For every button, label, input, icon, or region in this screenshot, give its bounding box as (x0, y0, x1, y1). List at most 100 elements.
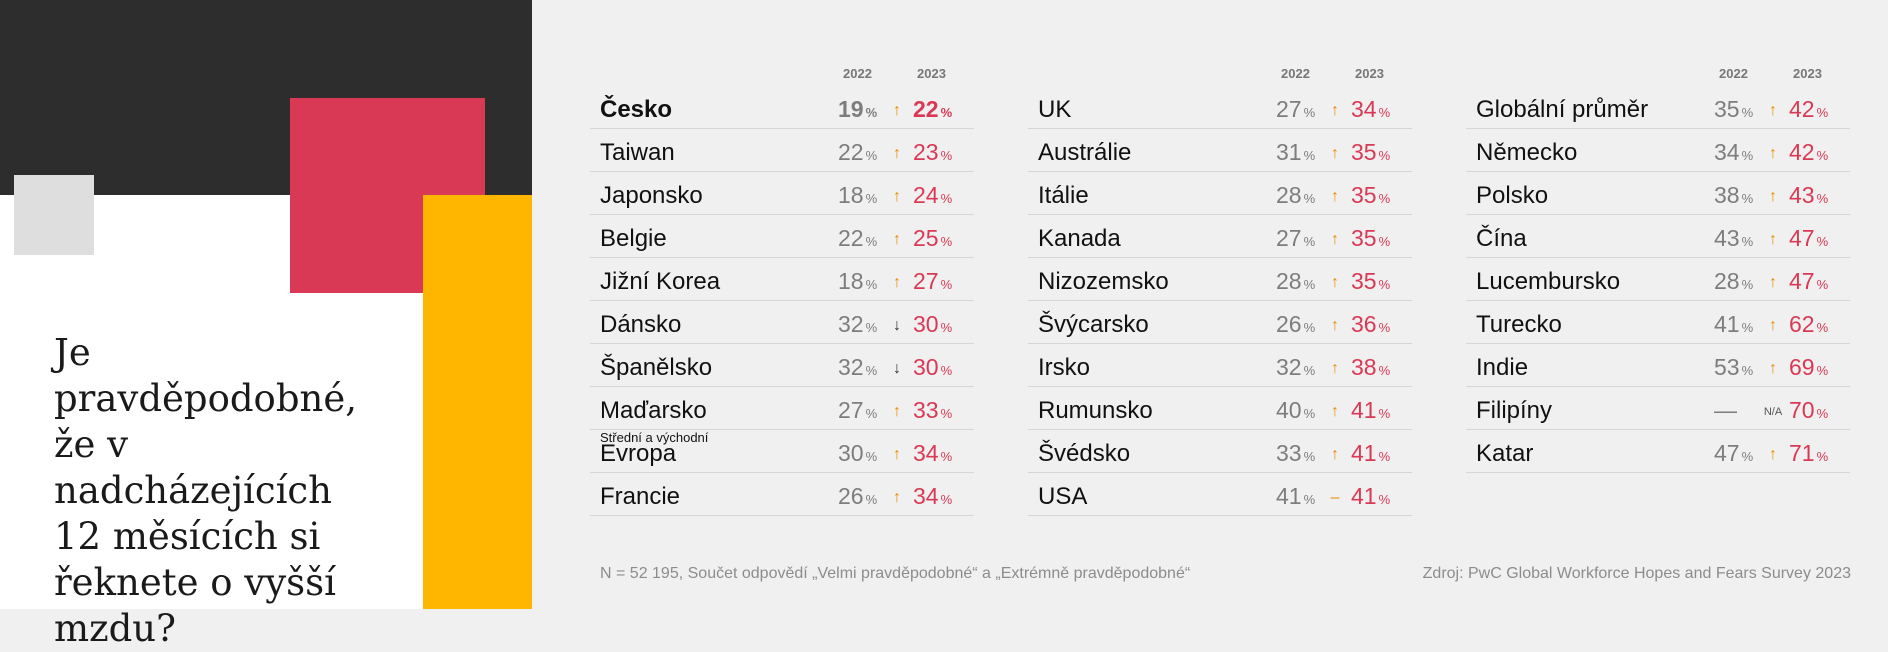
value-2022-number: 31 (1276, 139, 1302, 165)
value-2023: 35% (1351, 139, 1390, 166)
trend-icon: ↑ (893, 102, 901, 119)
value-2022: 19% (838, 96, 877, 123)
value-2022-number: 27 (1276, 225, 1302, 251)
country-name: Maďarsko (600, 397, 707, 424)
percent-sign: % (1741, 105, 1754, 120)
value-2022: — (1714, 397, 1737, 424)
percent-sign: % (940, 492, 953, 507)
table-row: Nizozemsko 28% ↑ 35% (1028, 258, 1412, 301)
country-name: Belgie (600, 225, 667, 252)
value-2022-number: 47 (1714, 440, 1740, 466)
country-name: Francie (600, 483, 681, 510)
value-2022: 28% (1714, 268, 1753, 295)
percent-sign: % (1816, 449, 1829, 464)
percent-sign: % (865, 492, 878, 507)
value-2022: 40% (1276, 397, 1315, 424)
value-2022-number: 34 (1714, 139, 1740, 165)
value-2023-number: 30 (913, 354, 939, 380)
percent-sign: % (1303, 406, 1316, 421)
value-2023-number: 30 (913, 311, 939, 337)
value-2023: 22% (913, 96, 952, 123)
value-2023: 35% (1351, 182, 1390, 209)
percent-sign: % (865, 406, 878, 421)
percent-sign: % (1816, 105, 1829, 120)
value-2022: 47% (1714, 440, 1753, 467)
value-2023-number: 38 (1351, 354, 1377, 380)
percent-sign: % (1741, 191, 1754, 206)
value-2022: 18% (838, 268, 877, 295)
table-row: USA 41% –41% (1028, 473, 1412, 516)
value-2023-number: 41 (1351, 397, 1377, 423)
value-2022: 31% (1276, 139, 1315, 166)
value-2023: 47% (1789, 268, 1828, 295)
year-2022-label: 2022 (1719, 66, 1748, 81)
value-2023: 27% (913, 268, 952, 295)
year-header: 2022 2023 (1028, 62, 1412, 86)
value-2022-number: 27 (1276, 96, 1302, 122)
country-name: Jižní Korea (600, 268, 721, 295)
percent-sign: % (1378, 363, 1391, 378)
table-row: UK 27% ↑ 34% (1028, 86, 1412, 129)
country-name: UK (1038, 96, 1072, 123)
trend-icon: ↓ (893, 317, 901, 334)
value-2023: 43% (1789, 182, 1828, 209)
value-2022-number: 32 (1276, 354, 1302, 380)
trend-icon: ↑ (893, 489, 901, 506)
table-row: Polsko 38% ↑ 43% (1466, 172, 1850, 215)
trend-icon: ↑ (893, 145, 901, 162)
percent-sign: % (1378, 449, 1391, 464)
value-2022: 33% (1276, 440, 1315, 467)
value-2022-number: 33 (1276, 440, 1302, 466)
value-2022-number: 30 (838, 440, 864, 466)
country-name: Švédsko (1038, 440, 1131, 467)
year-header: 2022 2023 (590, 62, 974, 86)
country-name: Turecko (1476, 311, 1562, 338)
table-row: Belgie 22% ↑ 25% (590, 215, 974, 258)
value-2023: 25% (913, 225, 952, 252)
country-name: Polsko (1476, 182, 1549, 209)
year-2022-label: 2022 (843, 66, 872, 81)
value-2023: 47% (1789, 225, 1828, 252)
value-2023: 71% (1789, 440, 1828, 467)
value-2022: 32% (838, 311, 877, 338)
value-2023: 41% (1351, 440, 1390, 467)
trend-icon: ↑ (893, 274, 901, 291)
value-2023: 33% (913, 397, 952, 424)
percent-sign: % (1303, 492, 1316, 507)
trend-icon: ↑ (1769, 317, 1777, 334)
value-2023-number: 71 (1789, 440, 1815, 466)
value-2023-number: 47 (1789, 268, 1815, 294)
value-2022-number: 22 (838, 225, 864, 251)
table-row: Dánsko 32% ↓ 30% (590, 301, 974, 344)
value-2023-number: 47 (1789, 225, 1815, 251)
percent-sign: % (1741, 363, 1754, 378)
value-2022-number: 19 (838, 96, 864, 122)
percent-sign: % (1303, 148, 1316, 163)
trend-icon: ↑ (1331, 274, 1339, 291)
table-row: Itálie 28% ↑ 35% (1028, 172, 1412, 215)
percent-sign: % (1816, 191, 1829, 206)
value-2023-number: 41 (1351, 483, 1377, 509)
country-name: Evropa (600, 440, 677, 467)
value-2023-number: 35 (1351, 268, 1377, 294)
value-2022: 32% (1276, 354, 1315, 381)
value-2022-number: 43 (1714, 225, 1740, 251)
percent-sign: % (1378, 148, 1391, 163)
percent-sign: % (940, 234, 953, 249)
grey-decor-square (14, 175, 94, 255)
table-row: Čína 43% ↑ 47% (1466, 215, 1850, 258)
percent-sign: % (1741, 148, 1754, 163)
value-2023-number: 23 (913, 139, 939, 165)
country-name: Filipíny (1476, 397, 1553, 424)
value-2023-number: 35 (1351, 139, 1377, 165)
percent-sign: % (940, 406, 953, 421)
percent-sign: % (865, 191, 878, 206)
value-2023-number: 34 (913, 483, 939, 509)
country-name: Japonsko (600, 182, 703, 209)
value-2023-number: 42 (1789, 139, 1815, 165)
country-name: Lucembursko (1476, 268, 1621, 295)
value-2022-number: 28 (1276, 268, 1302, 294)
percent-sign: % (1378, 492, 1391, 507)
country-name: Čína (1476, 225, 1527, 252)
trend-icon: ↓ (893, 360, 901, 377)
